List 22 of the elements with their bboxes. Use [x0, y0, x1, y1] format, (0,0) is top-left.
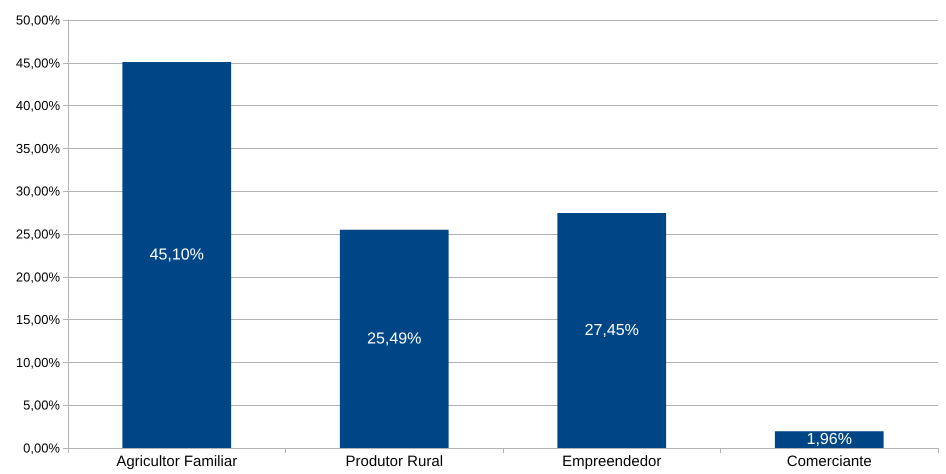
y-tick-label: 40,00%	[16, 98, 60, 114]
y-tick-label: 10,00%	[16, 354, 60, 370]
y-tick-label: 30,00%	[16, 184, 60, 199]
bar	[557, 213, 666, 448]
x-tick-label: Comerciante	[786, 453, 872, 470]
x-tick-label: Produtor Rural	[345, 453, 444, 470]
bar	[122, 62, 232, 448]
data-label: 1,96%	[806, 431, 852, 448]
y-tick-label: 20,00%	[16, 269, 60, 284]
data-label: 45,10%	[150, 246, 204, 264]
data-label: 25,49%	[367, 330, 422, 348]
y-tick-label: 45,00%	[16, 55, 60, 70]
data-label: 27,45%	[584, 322, 639, 340]
y-tick-label: 35,00%	[16, 140, 60, 156]
y-tick-label: 0,00%	[23, 440, 60, 456]
x-tick-label: Agricultor Familiar	[116, 453, 238, 470]
y-tick-label: 25,00%	[16, 226, 60, 242]
y-tick-label: 5,00%	[23, 398, 60, 413]
y-tick-label: 50,00%	[16, 12, 60, 28]
y-tick-label: 15,00%	[16, 312, 60, 328]
x-tick-label: Empreendedor	[562, 453, 662, 470]
bar	[340, 230, 449, 448]
